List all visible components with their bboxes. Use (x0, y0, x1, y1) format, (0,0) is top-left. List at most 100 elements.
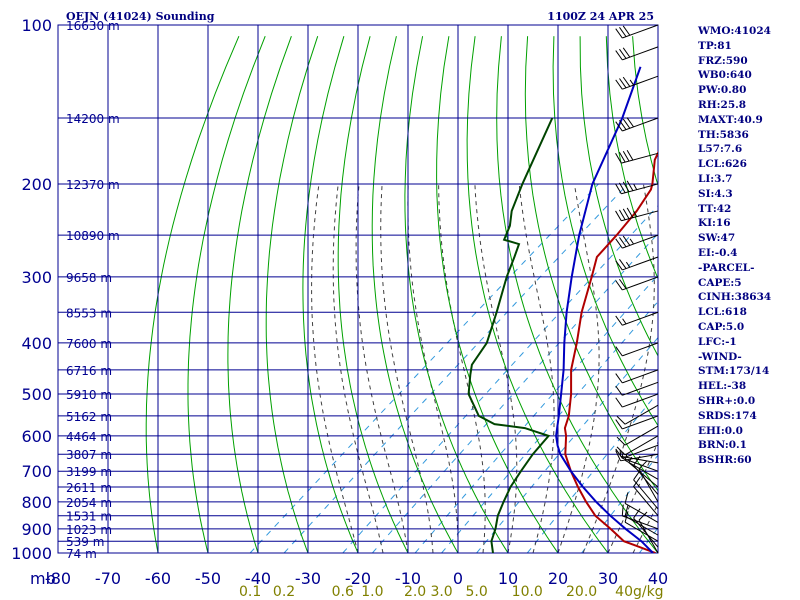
dry-adiabat-line (187, 36, 266, 553)
index-line: SHR+:0.0 (698, 394, 756, 407)
height-label: 2611 m (66, 481, 112, 495)
temperature-tick-label: -60 (145, 569, 171, 588)
wind-barb (638, 460, 659, 503)
dry-adiabats (145, 36, 658, 553)
index-line: LCL:618 (698, 306, 747, 319)
wind-barb (615, 207, 659, 222)
index-line: SRDS:174 (698, 409, 757, 422)
mixing-ratio-label: 0.2 (273, 584, 295, 600)
moist-adiabat-line (474, 183, 518, 553)
pressure-unit-label: mb (30, 569, 56, 588)
dry-adiabat-line (579, 36, 658, 357)
wind-barb (616, 425, 659, 446)
wind-barb (615, 393, 659, 408)
temperature-tick-label: -70 (95, 569, 121, 588)
wind-barb (621, 504, 659, 530)
mixing-ratio-line (581, 454, 658, 553)
dry-adiabat-line (466, 36, 609, 553)
index-line: EI:-0.4 (698, 246, 738, 259)
dry-adiabat-line (404, 36, 509, 553)
wind-barb (615, 276, 659, 291)
index-line: PW:0.80 (698, 84, 747, 97)
pressure-tick-label: 500 (21, 385, 52, 404)
index-line: TP:81 (698, 39, 732, 52)
height-label: 6716 m (66, 364, 112, 378)
pressure-tick-label: 800 (21, 493, 52, 512)
wind-barb (624, 492, 659, 523)
index-line: EHI:0.0 (698, 424, 743, 437)
wind-barbs (615, 24, 659, 554)
wind-barb (616, 404, 659, 425)
grid-lines (57, 24, 659, 554)
wind-barb (615, 381, 659, 396)
height-label: 8553 m (66, 306, 112, 320)
index-line: STM:173/14 (698, 365, 770, 378)
chart-title: OEJN (41024) Sounding (66, 10, 215, 23)
mixing-ratio-label: 40g/kg (615, 584, 663, 600)
pressure-tick-label: 400 (21, 334, 52, 353)
wind-barb (615, 24, 659, 39)
dry-adiabat-line (524, 36, 658, 492)
mixing-ratio-label: 20.0 (566, 584, 597, 600)
index-line: WMO:41024 (698, 25, 771, 37)
temperature-tick-label: 30 (598, 569, 618, 588)
index-line: TH:5836 (698, 128, 749, 141)
dry-adiabat-line (337, 36, 409, 553)
wind-barb (615, 415, 659, 430)
height-label: 12370 m (66, 178, 120, 192)
mixing-ratio-label: 0.6 (332, 584, 354, 600)
height-label: 10890 m (66, 229, 120, 243)
valid-time: 1100Z 24 APR 25 (547, 10, 654, 23)
mixing-ratio-label: 1.0 (361, 584, 383, 600)
dry-adiabat-line (227, 36, 292, 553)
wind-barb (633, 476, 659, 517)
height-label: 14200 m (66, 112, 120, 126)
mixing-ratio-label: 5.0 (465, 584, 487, 600)
index-line: FRZ:590 (698, 54, 748, 67)
wind-barb (615, 444, 659, 459)
index-line: CAPE:5 (698, 276, 742, 289)
height-label: 1023 m (66, 523, 112, 537)
moist-adiabat-line (438, 183, 486, 553)
index-line: LFC:-1 (698, 335, 737, 348)
temperature-tick-label: -30 (295, 569, 321, 588)
temperature-tick-label: 0 (453, 569, 463, 588)
index-line: -WIND- (698, 350, 742, 363)
index-line: CINH:38634 (698, 291, 772, 304)
pressure-tick-label: 200 (21, 175, 52, 194)
wind-barb (615, 369, 659, 384)
wind-barb (615, 342, 659, 357)
dry-adiabat-line (302, 36, 359, 553)
height-label: 9658 m (66, 271, 112, 285)
height-label: 1531 m (66, 510, 112, 524)
height-label: 5910 m (66, 388, 112, 402)
index-line: SI:4.3 (698, 187, 733, 200)
wind-barb (615, 117, 659, 132)
dry-adiabat-line (265, 36, 319, 553)
moist-adiabat-line (380, 183, 434, 553)
index-line: LCL:626 (698, 158, 747, 171)
index-line: WB0:640 (698, 69, 752, 82)
wind-barb (615, 311, 659, 326)
index-line: TT:42 (698, 202, 732, 215)
wind-barb (615, 46, 659, 61)
index-line: HEL:-38 (698, 380, 747, 393)
index-line: L57:7.6 (698, 143, 743, 156)
height-label: 539 m (66, 535, 104, 549)
height-label: 3199 m (66, 465, 112, 479)
moist-adiabat-line (582, 183, 655, 553)
pressure-tick-label: 300 (21, 268, 52, 287)
dry-adiabat-line (605, 36, 658, 280)
height-label: 16630 m (66, 19, 120, 33)
mixing-ratio-label: 10.0 (512, 584, 543, 600)
index-line: BSHR:60 (698, 454, 752, 467)
moist-adiabat-line (518, 183, 555, 553)
pressure-tick-label: 700 (21, 462, 52, 481)
temperature-tick-label: -10 (395, 569, 421, 588)
index-line: CAP:5.0 (698, 320, 745, 333)
pressure-tick-label: 600 (21, 427, 52, 446)
height-label: 4464 m (66, 430, 112, 444)
index-line: KI:16 (698, 217, 731, 230)
